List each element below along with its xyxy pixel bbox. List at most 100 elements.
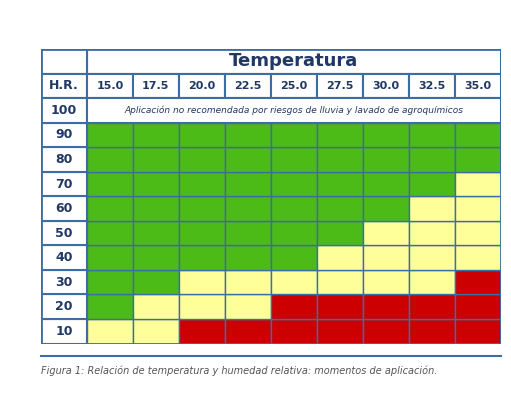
Bar [455, 123, 501, 147]
Text: 20: 20 [55, 300, 73, 313]
Bar [317, 319, 363, 344]
Text: 15.0: 15.0 [96, 81, 124, 91]
Text: 10: 10 [55, 325, 73, 338]
Bar [87, 98, 501, 123]
Text: 20.0: 20.0 [188, 81, 216, 91]
Bar [271, 319, 317, 344]
Bar [317, 270, 363, 294]
Text: Temperatura: Temperatura [229, 52, 358, 70]
Bar [87, 74, 133, 98]
Bar [455, 74, 501, 98]
Bar [455, 196, 501, 221]
Bar [225, 270, 271, 294]
Bar [133, 172, 179, 196]
Bar [87, 172, 133, 196]
Bar [363, 270, 409, 294]
Bar [87, 196, 133, 221]
Bar [409, 221, 455, 245]
Bar [317, 196, 363, 221]
Bar [225, 319, 271, 344]
Bar [225, 123, 271, 147]
Bar [41, 294, 87, 319]
Bar [363, 123, 409, 147]
Bar [225, 221, 271, 245]
Bar [317, 245, 363, 270]
Bar [455, 172, 501, 196]
Bar [133, 270, 179, 294]
Bar [363, 294, 409, 319]
Text: 25.0: 25.0 [280, 81, 308, 91]
Bar [133, 196, 179, 221]
Bar [133, 147, 179, 172]
Bar [133, 294, 179, 319]
Text: Aplicación no recomendada por riesgos de lluvia y lavado de agroquímicos: Aplicación no recomendada por riesgos de… [124, 106, 463, 115]
Bar [225, 147, 271, 172]
Bar [317, 74, 363, 98]
Bar [409, 74, 455, 98]
Bar [409, 319, 455, 344]
Bar [225, 196, 271, 221]
Bar [271, 294, 317, 319]
Bar [41, 74, 87, 98]
Bar [133, 319, 179, 344]
Bar [41, 172, 87, 196]
Bar [409, 147, 455, 172]
Bar [179, 319, 225, 344]
Bar [87, 123, 133, 147]
Bar [271, 147, 317, 172]
Bar [87, 294, 133, 319]
Bar [271, 270, 317, 294]
Bar [271, 172, 317, 196]
Text: 60: 60 [55, 202, 73, 215]
Text: 100: 100 [51, 104, 77, 117]
Text: 35.0: 35.0 [464, 81, 492, 91]
Bar [317, 221, 363, 245]
Bar [87, 147, 133, 172]
Bar [179, 245, 225, 270]
Bar [225, 74, 271, 98]
Bar [455, 319, 501, 344]
Bar [41, 196, 87, 221]
Bar [87, 270, 133, 294]
Bar [179, 270, 225, 294]
Bar [409, 245, 455, 270]
Bar [271, 123, 317, 147]
Bar [455, 147, 501, 172]
Bar [317, 147, 363, 172]
Bar [317, 294, 363, 319]
Bar [87, 49, 501, 74]
Bar [455, 245, 501, 270]
Text: 17.5: 17.5 [142, 81, 170, 91]
Bar [179, 74, 225, 98]
Bar [179, 221, 225, 245]
Bar [409, 196, 455, 221]
Bar [363, 245, 409, 270]
Text: 90: 90 [55, 128, 73, 142]
Text: 22.5: 22.5 [234, 81, 262, 91]
Bar [41, 123, 87, 147]
Bar [271, 74, 317, 98]
Text: 30.0: 30.0 [372, 81, 400, 91]
Bar [41, 147, 87, 172]
Text: 70: 70 [55, 178, 73, 191]
Bar [363, 221, 409, 245]
Text: 27.5: 27.5 [326, 81, 354, 91]
Text: Figura 1: Relación de temperatura y humedad relativa: momentos de aplicación.: Figura 1: Relación de temperatura y hume… [41, 366, 437, 376]
Bar [179, 196, 225, 221]
Text: H.R.: H.R. [49, 79, 79, 92]
Bar [133, 123, 179, 147]
Bar [409, 294, 455, 319]
Bar [363, 147, 409, 172]
Bar [179, 147, 225, 172]
Bar [41, 245, 87, 270]
Bar [409, 270, 455, 294]
Bar [133, 74, 179, 98]
Bar [455, 221, 501, 245]
Bar [225, 245, 271, 270]
Bar [271, 221, 317, 245]
Bar [87, 245, 133, 270]
Text: 50: 50 [55, 227, 73, 240]
Bar [133, 245, 179, 270]
Bar [271, 245, 317, 270]
Bar [317, 123, 363, 147]
